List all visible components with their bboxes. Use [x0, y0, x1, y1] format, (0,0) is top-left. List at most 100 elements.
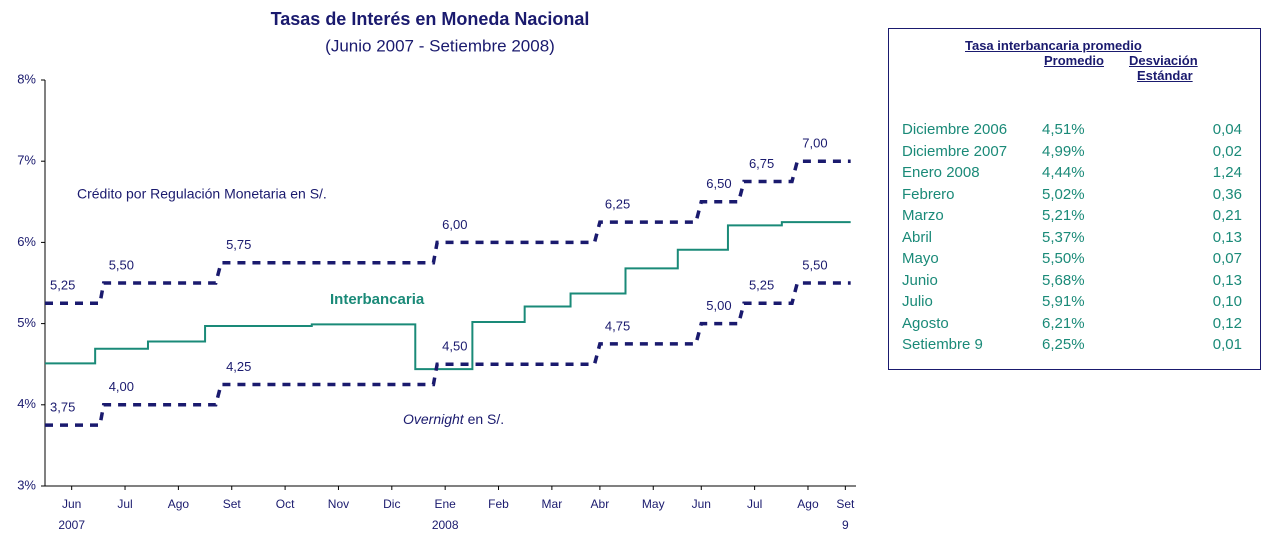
data-label: 5,50 — [109, 257, 134, 272]
data-label: 4,00 — [109, 379, 134, 394]
annotation: Overnight en S/. — [403, 411, 504, 427]
data-label: 5,25 — [749, 278, 774, 293]
table-cell: 4,99% — [1042, 142, 1085, 160]
table-cell: Febrero — [902, 185, 955, 203]
table-cell: 0,04 — [1212, 121, 1242, 138]
table-header: Desviación — [1129, 53, 1198, 68]
table-cell: 5,91% — [1042, 293, 1085, 310]
table-cell: 4,44% — [1042, 164, 1085, 181]
table-row: Junio 5,68% 0,13 — [902, 270, 1242, 292]
x-tick-label: Jun — [62, 497, 81, 511]
annotation-rest: en S/. — [464, 411, 504, 427]
summary-table: Tasa interbancaria promedio Promedio Des… — [888, 28, 1261, 370]
x-sublabel: 9 — [842, 518, 849, 532]
table-cell: Julio — [902, 293, 933, 310]
table-row: Mayo 5,50% 0,07 — [902, 248, 1242, 270]
annotation: Crédito por Regulación Monetaria en S/. — [77, 186, 327, 202]
table-row: Marzo 5,21% 0,21 — [902, 205, 1242, 227]
table-cell: 5,21% — [1042, 207, 1085, 224]
chart-title: Tasas de Interés en Moneda Nacional — [271, 9, 590, 29]
y-tick-label: 3% — [17, 477, 36, 492]
table-cell: Junio — [902, 271, 938, 289]
table-cell: 0,12 — [1212, 314, 1242, 332]
annotation: Interbancaria — [330, 291, 425, 308]
data-label: 6,25 — [605, 197, 630, 212]
table-cell: 0,02 — [1212, 142, 1242, 160]
table-cell: 5,68% — [1042, 271, 1085, 289]
x-tick-label: Jul — [117, 497, 132, 511]
data-label: 5,25 — [50, 278, 75, 293]
table-cell: 5,37% — [1042, 228, 1085, 246]
data-label: 6,00 — [442, 217, 467, 232]
x-tick-label: Set — [836, 497, 855, 511]
x-tick-label: Feb — [488, 497, 509, 511]
table-cell: 5,50% — [1042, 250, 1085, 267]
x-tick-label: Dic — [383, 497, 400, 511]
data-label: 5,00 — [706, 298, 731, 313]
table-row: Diciembre 2006 4,51% 0,04 — [902, 119, 1242, 141]
table-cell: 6,21% — [1042, 314, 1085, 332]
table-cell: 4,51% — [1042, 121, 1085, 138]
table-cell: Mayo — [902, 250, 939, 267]
chart: Tasas de Interés en Moneda Nacional (Jun… — [17, 9, 856, 532]
table-cell: 0,36 — [1212, 185, 1242, 203]
data-label: 4,50 — [442, 339, 467, 354]
table-cell: 0,10 — [1212, 293, 1242, 310]
table-header: Estándar — [1137, 68, 1193, 83]
table-row: Abril 5,37% 0,13 — [902, 227, 1242, 249]
table-cell: Diciembre 2006 — [902, 121, 1008, 138]
table-cell: Enero 2008 — [902, 164, 980, 181]
y-tick-label: 6% — [17, 234, 36, 249]
data-label: 4,25 — [226, 359, 251, 374]
data-label: 5,50 — [802, 257, 827, 272]
x-sublabel: 2007 — [58, 518, 85, 532]
table-cell: 1,24 — [1212, 164, 1242, 181]
table-row: Diciembre 2007 4,99% 0,02 — [902, 141, 1242, 163]
x-tick-label: Abr — [591, 497, 610, 511]
table-cell: Marzo — [902, 207, 944, 224]
table-cell: 0,21 — [1212, 207, 1242, 224]
x-tick-label: Oct — [276, 497, 295, 511]
table-row: Setiembre 9 6,25% 0,01 — [902, 334, 1242, 356]
table-cell: 0,07 — [1212, 250, 1242, 267]
table-cell: 6,25% — [1042, 336, 1085, 353]
data-label: 7,00 — [802, 136, 827, 151]
table-cell: 0,13 — [1212, 271, 1242, 289]
table-title: Tasa interbancaria promedio — [965, 38, 1142, 53]
table-row: Agosto 6,21% 0,12 — [902, 313, 1242, 335]
data-label: 6,75 — [749, 156, 774, 171]
table-cell: Abril — [902, 228, 933, 246]
y-tick-label: 5% — [17, 315, 36, 330]
table-row: Febrero 5,02% 0,36 — [902, 184, 1242, 206]
x-tick-label: Jul — [747, 497, 762, 511]
x-tick-label: Ago — [797, 497, 819, 511]
table-cell: 0,13 — [1212, 228, 1242, 246]
table-header: Promedio — [1044, 53, 1104, 68]
line-series — [45, 221, 851, 371]
data-label: 3,75 — [50, 400, 75, 415]
annotation-italic: Overnight — [403, 411, 465, 427]
table-cell: 0,01 — [1212, 336, 1242, 353]
y-tick-label: 4% — [17, 396, 36, 411]
table-cell: Agosto — [902, 314, 949, 332]
table-row: Enero 2008 4,44% 1,24 — [902, 162, 1242, 184]
table-cell: 5,02% — [1042, 185, 1085, 203]
y-tick-label: 7% — [17, 153, 36, 168]
y-tick-label: 8% — [17, 71, 36, 86]
x-tick-label: Ene — [434, 497, 456, 511]
chart-subtitle: (Junio 2007 - Setiembre 2008) — [325, 36, 555, 55]
x-sublabel: 2008 — [432, 518, 459, 532]
data-label: 4,75 — [605, 318, 630, 333]
x-tick-label: Nov — [328, 497, 349, 511]
x-tick-label: Ago — [168, 497, 190, 511]
table-body: Diciembre 2006 4,51% 0,04 Diciembre 2007 4,9… — [902, 119, 1242, 356]
x-tick-label: Mar — [542, 497, 563, 511]
table-cell: Diciembre 2007 — [902, 142, 1008, 160]
table-row: Julio 5,91% 0,10 — [902, 291, 1242, 313]
x-tick-label: May — [642, 497, 665, 511]
x-tick-label: Set — [223, 497, 242, 511]
table-cell: Setiembre 9 — [902, 336, 983, 353]
data-label: 6,50 — [706, 176, 731, 191]
data-label: 5,75 — [226, 237, 251, 252]
